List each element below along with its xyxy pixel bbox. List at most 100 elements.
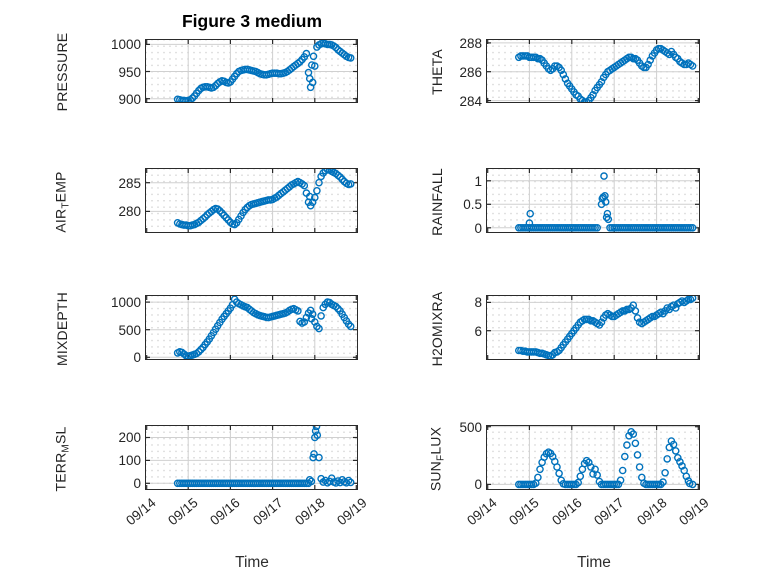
data-point bbox=[593, 471, 602, 480]
ylabel-text: AIR bbox=[52, 208, 69, 233]
xtick-label: 09/16 bbox=[207, 495, 244, 529]
data-point bbox=[195, 348, 203, 356]
data-point bbox=[294, 307, 303, 316]
data-point bbox=[661, 469, 670, 477]
ylabel-air_temp: AIRTEMP bbox=[53, 171, 72, 232]
xtick-label: 09/18 bbox=[633, 495, 670, 529]
xtick-label: 09/19 bbox=[676, 495, 712, 529]
ytick-label-sun_flux: 500 bbox=[459, 419, 482, 435]
xtick-label: 09/17 bbox=[591, 495, 627, 529]
ylabel-mixdepth: MIXDEPTH bbox=[54, 292, 70, 366]
data-point bbox=[617, 476, 625, 485]
data-point bbox=[555, 469, 564, 478]
ytick-label-rainfall: 0.5 bbox=[463, 197, 482, 213]
scatter-sun_flux bbox=[487, 426, 700, 490]
data-point bbox=[309, 310, 317, 319]
data-point bbox=[345, 320, 353, 329]
data-point bbox=[689, 62, 697, 71]
data-point bbox=[347, 54, 355, 63]
data-point bbox=[576, 472, 585, 481]
ylabel-theta: THETA bbox=[429, 49, 445, 95]
xlabel-time-right: Time bbox=[577, 554, 611, 571]
plot-area-terr_msl bbox=[145, 425, 359, 491]
data-point bbox=[589, 91, 598, 99]
data-point bbox=[536, 465, 545, 474]
data-point bbox=[311, 62, 319, 71]
ytick-label-theta: 284 bbox=[459, 93, 482, 109]
data-point bbox=[231, 221, 239, 229]
figure-title: Figure 3 medium bbox=[181, 11, 323, 31]
data-point bbox=[313, 426, 321, 431]
data-point bbox=[332, 44, 341, 52]
ylabel-text: LUX bbox=[427, 426, 444, 455]
ytick-label-h2omixra: 6 bbox=[474, 323, 482, 339]
data-point bbox=[311, 194, 319, 202]
data-point bbox=[345, 477, 353, 485]
data-point bbox=[672, 447, 680, 456]
data-point bbox=[317, 312, 326, 321]
xtick-label: 09/14 bbox=[464, 495, 500, 529]
data-point bbox=[332, 479, 341, 488]
scatter-terr_msl bbox=[146, 426, 358, 490]
data-point bbox=[313, 322, 322, 331]
data-point bbox=[623, 441, 632, 450]
ytick-label-air_temp: 285 bbox=[118, 175, 141, 191]
ylabel-text: PRESSURE bbox=[54, 32, 70, 112]
xtick-label: 09/15 bbox=[506, 495, 543, 529]
ylabel-text: EMP bbox=[52, 170, 69, 202]
ytick-label-terr_msl: 0 bbox=[133, 476, 141, 492]
data-point bbox=[310, 450, 319, 459]
plot-area-pressure bbox=[145, 39, 359, 104]
data-point bbox=[332, 303, 341, 311]
ytick-label-theta: 288 bbox=[459, 35, 482, 51]
ylabel-rainfall: RAINFALL bbox=[429, 168, 445, 236]
ylabel-sun_flux: SUNFLUX bbox=[428, 426, 447, 490]
scatter-mixdepth bbox=[146, 296, 358, 360]
data-point bbox=[302, 50, 311, 58]
ytick-label-terr_msl: 200 bbox=[118, 430, 141, 446]
data-point bbox=[689, 480, 697, 489]
plot-area-theta bbox=[486, 39, 701, 104]
data-point bbox=[604, 215, 613, 224]
data-point bbox=[593, 224, 602, 232]
data-point bbox=[315, 179, 324, 187]
ylabel-text: M bbox=[60, 443, 72, 453]
ylabel-text: SL bbox=[52, 426, 69, 444]
ylabel-text: MIXDEPTH bbox=[54, 291, 70, 366]
data-point bbox=[629, 430, 638, 439]
data-point bbox=[619, 467, 627, 475]
data-point bbox=[315, 454, 324, 462]
data-point bbox=[526, 210, 535, 218]
data-point bbox=[296, 58, 305, 66]
data-point bbox=[598, 318, 606, 327]
ytick-label-mixdepth: 1000 bbox=[110, 295, 141, 311]
data-point bbox=[603, 213, 611, 222]
data-point bbox=[188, 94, 197, 103]
data-point bbox=[557, 66, 566, 75]
data-point bbox=[636, 463, 644, 472]
data-point bbox=[307, 306, 315, 315]
plot-area-sun_flux bbox=[486, 425, 701, 491]
ytick-label-rainfall: 0 bbox=[474, 220, 482, 236]
ytick-label-terr_msl: 100 bbox=[118, 453, 141, 469]
data-point bbox=[553, 463, 562, 472]
data-point bbox=[663, 455, 672, 464]
data-point bbox=[634, 314, 642, 323]
ytick-label-rainfall: 1 bbox=[474, 173, 482, 189]
ytick-label-mixdepth: 0 bbox=[133, 350, 141, 366]
data-point bbox=[197, 346, 206, 354]
scatter-rainfall bbox=[487, 169, 700, 233]
data-point bbox=[574, 479, 583, 487]
ytick-label-h2omixra: 8 bbox=[474, 295, 482, 311]
data-point bbox=[602, 198, 610, 207]
xtick-label: 09/16 bbox=[548, 495, 585, 529]
data-point bbox=[313, 431, 322, 440]
data-point bbox=[305, 69, 313, 77]
data-point bbox=[670, 441, 678, 449]
ytick-label-sun_flux: 0 bbox=[474, 477, 482, 493]
ylabel-text: T bbox=[60, 201, 72, 209]
ylabel-text: H2OMIXRA bbox=[429, 291, 445, 366]
ylabel-terr_msl: TERRMSL bbox=[53, 426, 72, 491]
ylabel-h2omixra: H2OMIXRA bbox=[429, 291, 445, 366]
